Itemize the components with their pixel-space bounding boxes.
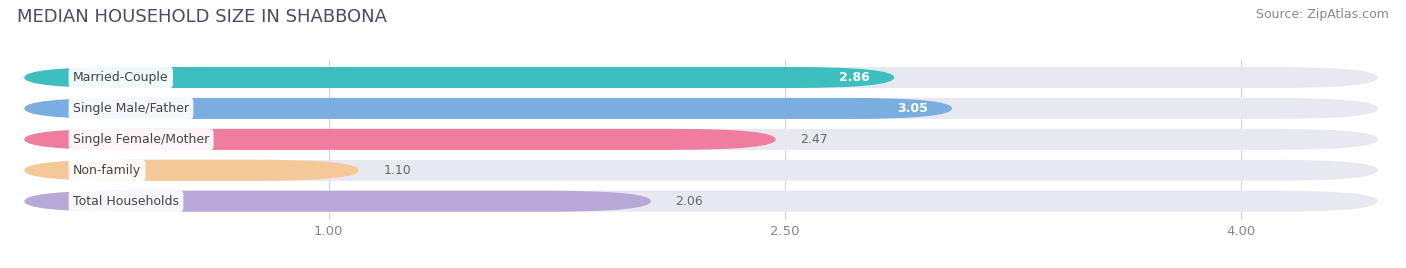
Text: 2.86: 2.86	[839, 71, 870, 84]
FancyBboxPatch shape	[24, 129, 1378, 150]
Text: Source: ZipAtlas.com: Source: ZipAtlas.com	[1256, 8, 1389, 21]
Text: Married-Couple: Married-Couple	[73, 71, 169, 84]
FancyBboxPatch shape	[24, 98, 1378, 119]
Text: Single Female/Mother: Single Female/Mother	[73, 133, 209, 146]
FancyBboxPatch shape	[24, 160, 359, 181]
FancyBboxPatch shape	[24, 129, 776, 150]
FancyBboxPatch shape	[24, 67, 1378, 88]
Text: MEDIAN HOUSEHOLD SIZE IN SHABBONA: MEDIAN HOUSEHOLD SIZE IN SHABBONA	[17, 8, 387, 26]
Text: 1.10: 1.10	[384, 164, 411, 177]
FancyBboxPatch shape	[24, 191, 651, 212]
FancyBboxPatch shape	[24, 160, 1378, 181]
Text: 2.47: 2.47	[800, 133, 828, 146]
FancyBboxPatch shape	[24, 191, 1378, 212]
Text: 3.05: 3.05	[897, 102, 928, 115]
Text: 2.06: 2.06	[675, 195, 703, 208]
FancyBboxPatch shape	[24, 67, 894, 88]
Text: Single Male/Father: Single Male/Father	[73, 102, 188, 115]
Text: Non-family: Non-family	[73, 164, 141, 177]
FancyBboxPatch shape	[24, 98, 952, 119]
Text: Total Households: Total Households	[73, 195, 179, 208]
